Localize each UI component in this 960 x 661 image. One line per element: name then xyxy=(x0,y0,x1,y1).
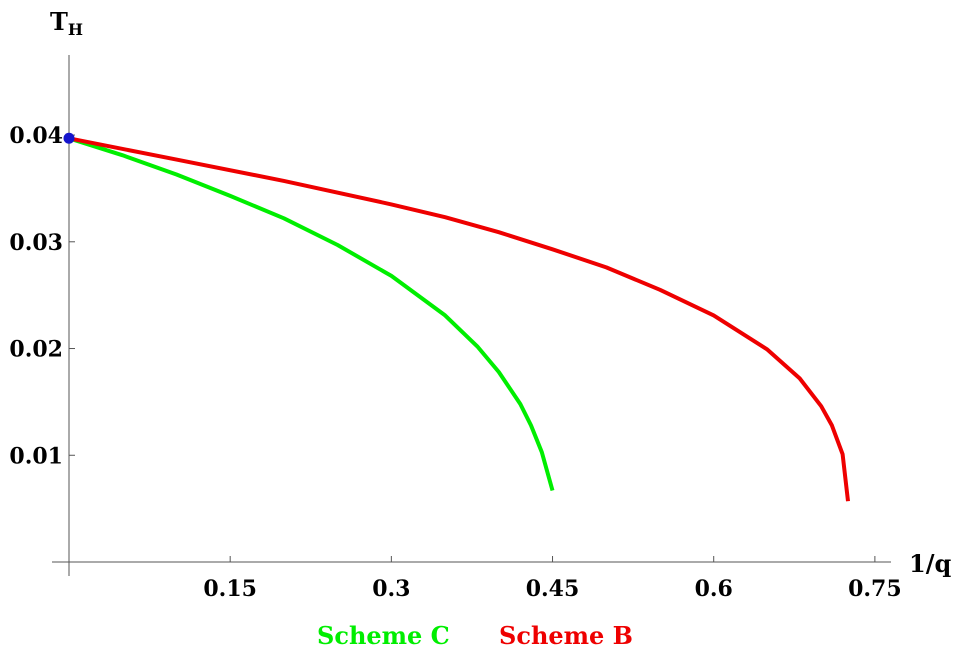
y-tick-label: 0.03 xyxy=(9,230,63,256)
x-tick-label: 0.3 xyxy=(372,576,410,602)
point-layer xyxy=(63,132,75,144)
y-tick-label: 0.04 xyxy=(9,123,63,149)
x-tick-label: 0.15 xyxy=(203,576,257,602)
x-tick-label: 0.6 xyxy=(695,576,733,602)
legend: Scheme C Scheme B xyxy=(317,621,633,650)
x-tick-label: 0.75 xyxy=(848,576,902,602)
x-axis-title: 1/q xyxy=(909,549,951,578)
legend-label-scheme-c: Scheme C xyxy=(317,621,450,650)
y-axis-title-main: T xyxy=(50,7,68,36)
series-line-scheme-c xyxy=(68,136,555,492)
axes xyxy=(52,55,891,576)
legend-label-scheme-b: Scheme B xyxy=(499,621,633,650)
y-tick-label: 0.01 xyxy=(9,443,63,469)
x-tick-label: 0.45 xyxy=(526,576,580,602)
y-tick-label: 0.02 xyxy=(9,337,63,363)
series-layer xyxy=(68,136,850,502)
y-axis-title: TH xyxy=(50,7,83,39)
marker-point xyxy=(63,132,75,144)
series-line-scheme-b xyxy=(68,136,850,502)
y-axis-title-sub: H xyxy=(68,20,83,39)
ticks: 0.15 0.3 0.45 0.6 0.75 0.01 0.02 0.03 0.04 xyxy=(9,123,901,602)
